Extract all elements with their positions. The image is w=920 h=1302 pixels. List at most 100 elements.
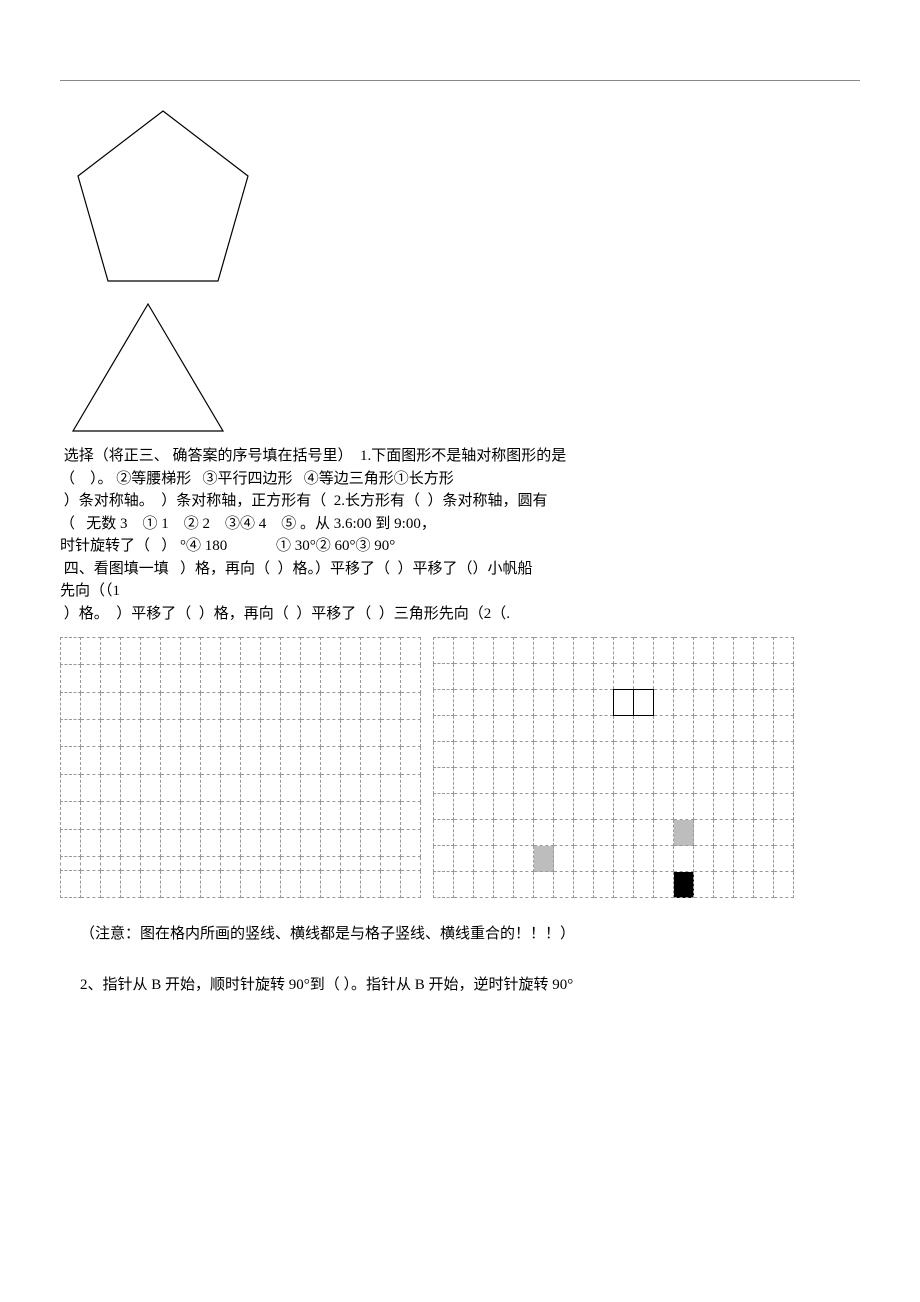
grid-cell	[774, 768, 794, 794]
grid-cell	[734, 690, 754, 716]
grid-cell	[534, 716, 554, 742]
grid-cell	[734, 742, 754, 768]
grid-cell	[221, 802, 241, 829]
grid-cell	[754, 768, 774, 794]
grid-cell	[121, 638, 141, 665]
grid-cell	[81, 665, 101, 692]
grid-cell	[81, 720, 101, 747]
grid-wrapper	[60, 637, 800, 898]
grid-cell	[554, 716, 574, 742]
grid-cell	[381, 747, 401, 774]
grid-cell	[321, 747, 341, 774]
grid-cell	[534, 638, 554, 664]
grid-cell	[694, 742, 714, 768]
grid-cell	[81, 692, 101, 719]
grid-cell	[181, 829, 201, 856]
grid-cell	[554, 664, 574, 690]
grid-cell	[361, 692, 381, 719]
grid-cell	[201, 747, 221, 774]
grid-cell	[734, 664, 754, 690]
question-2: 2、指针从 B 开始，顺时针旋转 90°到（ ）。指针从 B 开始，逆时针旋转 …	[80, 969, 860, 1002]
grid-cell	[454, 664, 474, 690]
grid-cell	[281, 774, 301, 801]
grid-cell	[774, 742, 794, 768]
grid-cell	[694, 768, 714, 794]
line-6: 四、看图填一填 ）格，再向（ ）格。）平移了（ ）平移了（）小帆船	[60, 558, 860, 581]
grid-cell	[774, 638, 794, 664]
grid-cell	[714, 716, 734, 742]
grid-cell	[101, 638, 121, 665]
grid-cell	[774, 716, 794, 742]
grid-cell	[654, 742, 674, 768]
grid-cell	[574, 794, 594, 820]
grid-cell	[614, 768, 634, 794]
grid-cell	[754, 716, 774, 742]
grid-cell	[634, 638, 654, 664]
grid-cell	[121, 856, 141, 870]
grid-cell	[261, 692, 281, 719]
grid-cell	[554, 768, 574, 794]
grid-cell	[221, 665, 241, 692]
grid-cell	[734, 820, 754, 846]
grid-cell	[381, 665, 401, 692]
grid-cell	[594, 794, 614, 820]
grid-left	[60, 637, 421, 898]
grid-cell	[614, 638, 634, 664]
grid-cell	[221, 870, 241, 897]
grid-cell	[454, 716, 474, 742]
grid-cell	[674, 794, 694, 820]
grid-cell	[341, 870, 361, 897]
grid-cell	[261, 829, 281, 856]
grid-cell	[321, 802, 341, 829]
grid-cell	[241, 856, 261, 870]
grid-cell	[401, 638, 421, 665]
grid-cell	[341, 638, 361, 665]
grid-cell	[141, 747, 161, 774]
grid-cell	[201, 802, 221, 829]
grid-cell	[574, 742, 594, 768]
grid-cell	[574, 768, 594, 794]
grid-cell	[201, 638, 221, 665]
grid-cell	[734, 716, 754, 742]
grid-cell	[694, 638, 714, 664]
grid-cell	[674, 846, 694, 872]
line-1: 选择（将正三、 确答案的序号填在括号里） 1.下面图形不是轴对称图形的是	[60, 445, 860, 468]
grid-cell	[534, 664, 554, 690]
grid-cell	[241, 829, 261, 856]
grid-cell	[594, 846, 614, 872]
grid-cell	[594, 768, 614, 794]
grid-cell	[494, 664, 514, 690]
grid-cell	[221, 856, 241, 870]
grid-cell	[474, 664, 494, 690]
grid-cell	[241, 638, 261, 665]
grid-cell	[674, 716, 694, 742]
grid-cell	[81, 870, 101, 897]
grid-cell	[634, 664, 654, 690]
grid-cell	[714, 820, 734, 846]
grid-cell	[181, 802, 201, 829]
grid-cell	[674, 768, 694, 794]
grid-cell	[281, 665, 301, 692]
grid-cell	[714, 794, 734, 820]
grid-cell	[381, 774, 401, 801]
grid-cell	[494, 638, 514, 664]
grid-cell	[281, 692, 301, 719]
line-3: ）条对称轴。 ）条对称轴，正方形有（ 2.长方形有（ ）条对称轴，圆有	[60, 490, 860, 513]
grid-cell	[61, 638, 81, 665]
grid-cell	[774, 690, 794, 716]
grid-cell	[261, 774, 281, 801]
grid-cell	[474, 638, 494, 664]
grid-cell	[301, 802, 321, 829]
grid-cell	[574, 638, 594, 664]
grid-cell	[121, 774, 141, 801]
grid-cell	[101, 802, 121, 829]
grid-cell	[261, 802, 281, 829]
pentagon-shape	[68, 101, 258, 291]
grid-cell	[61, 720, 81, 747]
grid-cell	[401, 692, 421, 719]
triangle-polygon	[73, 304, 223, 431]
grid-cell	[734, 768, 754, 794]
grid-cell	[321, 692, 341, 719]
grid-cell	[574, 690, 594, 716]
grid-cell	[594, 664, 614, 690]
